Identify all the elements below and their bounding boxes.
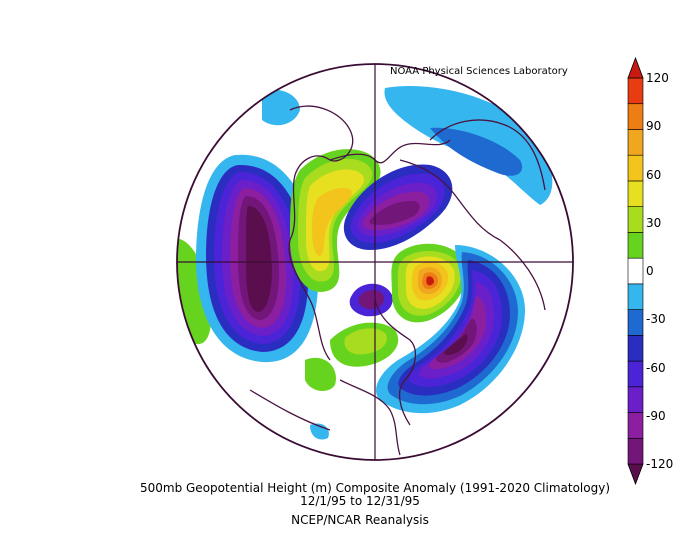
colorbar <box>627 56 644 486</box>
colorbar-tick-label: 90 <box>646 119 662 134</box>
colorbar-segment <box>627 129 644 156</box>
colorbar-tick-label: -90 <box>646 408 666 423</box>
colorbar-segment <box>627 103 644 130</box>
colorbar-tick-label: 30 <box>646 215 662 230</box>
negative-anomaly-arctic <box>343 164 453 250</box>
negative-anomaly-pacific <box>195 154 319 363</box>
title-line-2: 12/1/95 to 12/31/95 <box>300 494 420 508</box>
title-line-3: NCEP/NCAR Reanalysis <box>291 513 429 527</box>
positive-anomaly-west-north-america <box>290 149 381 292</box>
colorbar-segment <box>627 309 644 336</box>
colorbar-segment <box>627 180 644 207</box>
colorbar-segment <box>627 257 644 285</box>
colorbar-segment <box>627 77 644 105</box>
map-boundary <box>176 63 574 461</box>
colorbar-segment <box>627 283 644 310</box>
colorbar-segment <box>627 335 644 362</box>
colorbar-segment <box>627 437 644 465</box>
credit-label: NOAA Physical Sciences Laboratory <box>390 66 568 77</box>
positive-anomaly-europe <box>391 243 467 323</box>
colorbar-tick-label: 120 <box>646 71 669 85</box>
colorbar-segment <box>627 360 644 388</box>
title-line-1: 500mb Geopotential Height (m) Composite … <box>139 481 610 495</box>
colorbar-tick-label: -120 <box>646 457 674 471</box>
colorbar-max-arrow <box>627 56 644 79</box>
positive-anomaly-south <box>305 322 399 440</box>
coastlines <box>249 105 546 456</box>
colorbar-segment <box>627 154 644 182</box>
colorbar-segment <box>627 206 644 233</box>
negative-anomaly-canada <box>349 283 393 317</box>
negative-anomaly-atlantic-eurasia <box>376 245 525 414</box>
colorbar-segment <box>627 412 644 439</box>
colorbar-segment <box>627 232 644 259</box>
colorbar-segment <box>627 386 644 413</box>
colorbar-tick-label: 0 <box>646 264 654 278</box>
colorbar-tick-label: -60 <box>646 360 666 375</box>
colorbar-tick-label: -30 <box>646 312 666 327</box>
colorbar-tick-label: 60 <box>646 167 662 182</box>
